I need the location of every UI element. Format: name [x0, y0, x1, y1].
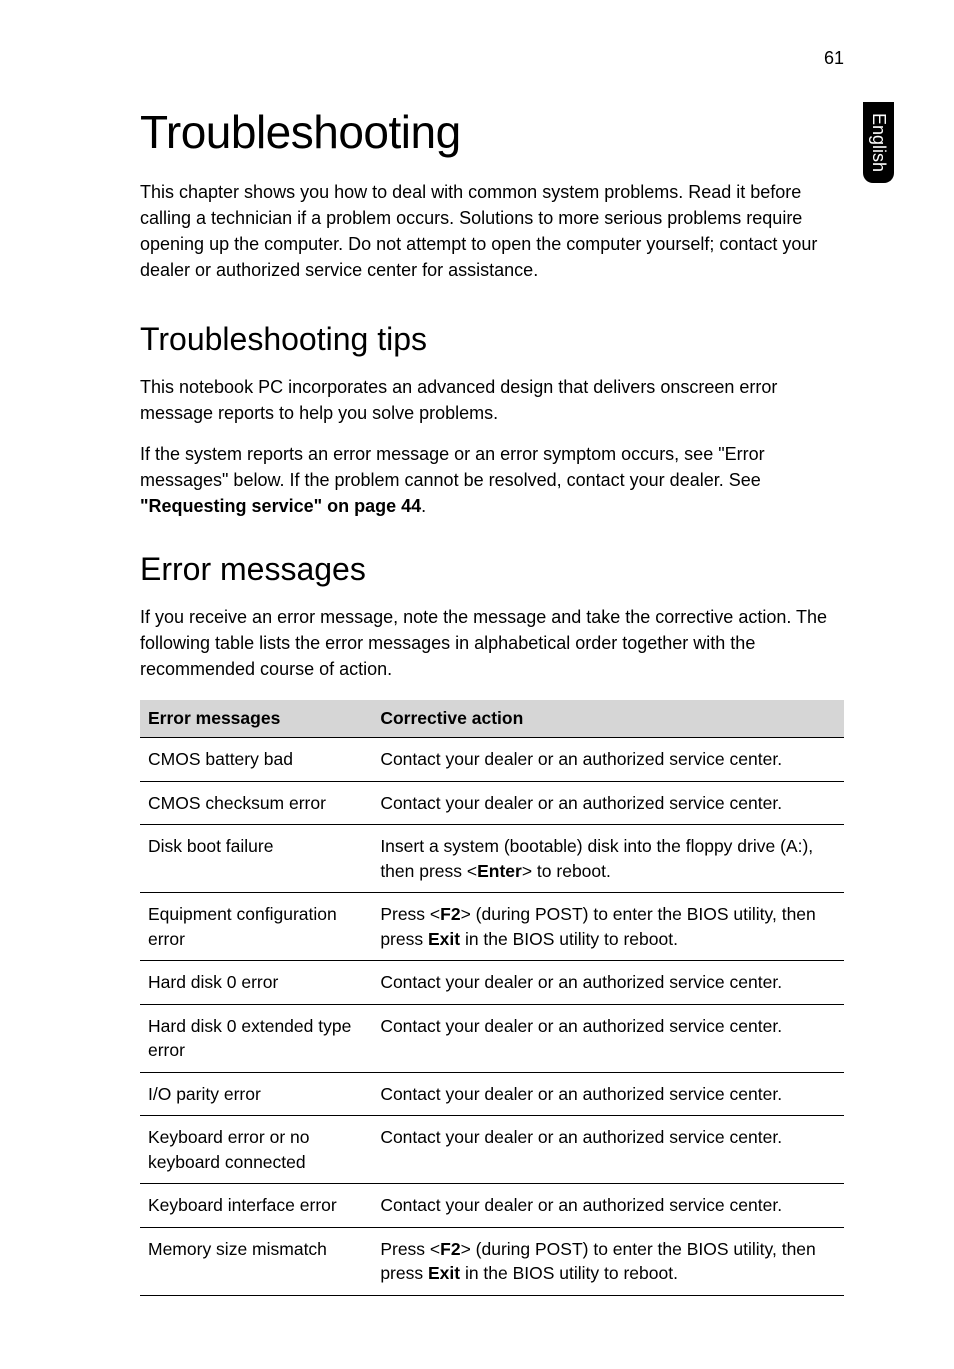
corrective-action-cell: Contact your dealer or an authorized ser…	[372, 1072, 844, 1116]
corrective-action-cell: Contact your dealer or an authorized ser…	[372, 961, 844, 1005]
action-text: Press <	[380, 1239, 440, 1259]
heading-troubleshooting: Troubleshooting	[140, 105, 844, 159]
table-row: Keyboard error or no keyboard connected …	[140, 1116, 844, 1184]
table-row: I/O parity error Contact your dealer or …	[140, 1072, 844, 1116]
action-bold-key: Enter	[477, 861, 522, 881]
error-msg-cell: Hard disk 0 error	[140, 961, 372, 1005]
action-bold-key: F2	[440, 904, 460, 924]
tips-p2-bold-ref: "Requesting service" on page 44	[140, 496, 421, 516]
error-msg-cell: Hard disk 0 extended type error	[140, 1004, 372, 1072]
table-row: Memory size mismatch Press <F2> (during …	[140, 1227, 844, 1295]
action-text: > to reboot.	[522, 861, 611, 881]
error-intro-paragraph: If you receive an error message, note th…	[140, 604, 844, 682]
corrective-action-cell: Contact your dealer or an authorized ser…	[372, 1184, 844, 1228]
action-text: in the BIOS utility to reboot.	[460, 1263, 678, 1283]
heading-error-messages: Error messages	[140, 551, 844, 588]
corrective-action-cell: Contact your dealer or an authorized ser…	[372, 738, 844, 782]
table-row: CMOS battery bad Contact your dealer or …	[140, 738, 844, 782]
table-header-action: Corrective action	[372, 700, 844, 738]
error-msg-cell: Keyboard error or no keyboard connected	[140, 1116, 372, 1184]
table-row: Hard disk 0 extended type error Contact …	[140, 1004, 844, 1072]
table-row: Disk boot failure Insert a system (boota…	[140, 825, 844, 893]
tips-paragraph-1: This notebook PC incorporates an advance…	[140, 374, 844, 426]
corrective-action-cell: Press <F2> (during POST) to enter the BI…	[372, 1227, 844, 1295]
action-text: Press <	[380, 904, 440, 924]
error-msg-cell: Disk boot failure	[140, 825, 372, 893]
error-msg-cell: CMOS checksum error	[140, 781, 372, 825]
table-row: Keyboard interface error Contact your de…	[140, 1184, 844, 1228]
tips-paragraph-2: If the system reports an error message o…	[140, 441, 844, 519]
tips-p2-text-2: .	[421, 496, 426, 516]
error-messages-table: Error messages Corrective action CMOS ba…	[140, 700, 844, 1296]
page-number: 61	[824, 48, 844, 69]
corrective-action-cell: Insert a system (bootable) disk into the…	[372, 825, 844, 893]
heading-tips: Troubleshooting tips	[140, 321, 844, 358]
corrective-action-cell: Contact your dealer or an authorized ser…	[372, 1004, 844, 1072]
language-tab: English	[863, 102, 894, 183]
error-msg-cell: Equipment configuration error	[140, 893, 372, 961]
table-row: CMOS checksum error Contact your dealer …	[140, 781, 844, 825]
table-header-row: Error messages Corrective action	[140, 700, 844, 738]
table-body: CMOS battery bad Contact your dealer or …	[140, 738, 844, 1296]
corrective-action-cell: Contact your dealer or an authorized ser…	[372, 1116, 844, 1184]
table-row: Equipment configuration error Press <F2>…	[140, 893, 844, 961]
error-msg-cell: Memory size mismatch	[140, 1227, 372, 1295]
error-msg-cell: Keyboard interface error	[140, 1184, 372, 1228]
action-bold-exit: Exit	[428, 929, 460, 949]
table-header-error: Error messages	[140, 700, 372, 738]
intro-paragraph: This chapter shows you how to deal with …	[140, 179, 844, 283]
corrective-action-cell: Press <F2> (during POST) to enter the BI…	[372, 893, 844, 961]
corrective-action-cell: Contact your dealer or an authorized ser…	[372, 781, 844, 825]
error-msg-cell: I/O parity error	[140, 1072, 372, 1116]
error-msg-cell: CMOS battery bad	[140, 738, 372, 782]
action-bold-exit: Exit	[428, 1263, 460, 1283]
action-text: in the BIOS utility to reboot.	[460, 929, 678, 949]
action-bold-key: F2	[440, 1239, 460, 1259]
table-row: Hard disk 0 error Contact your dealer or…	[140, 961, 844, 1005]
page-content: Troubleshooting This chapter shows you h…	[0, 0, 954, 1356]
tips-p2-text-1: If the system reports an error message o…	[140, 444, 765, 490]
